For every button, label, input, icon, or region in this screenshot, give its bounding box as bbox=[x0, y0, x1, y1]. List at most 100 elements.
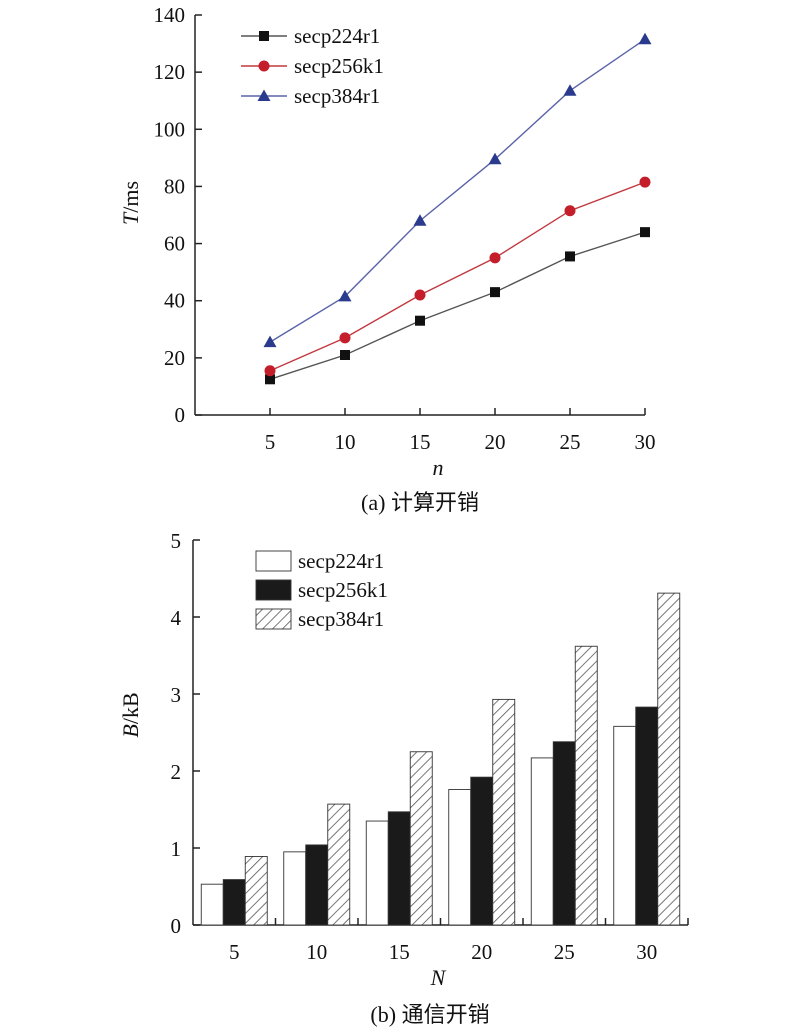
y-tick-label: 0 bbox=[171, 914, 182, 938]
series-secp224r1 bbox=[265, 227, 650, 385]
data-point bbox=[564, 205, 576, 217]
y-tick-label: 120 bbox=[154, 60, 186, 84]
caption-b: (b) 通信开销 bbox=[370, 1002, 489, 1027]
x-tick-label: 25 bbox=[554, 940, 575, 964]
x-ticks: 5 10 15 20 25 30 bbox=[265, 408, 656, 454]
bar bbox=[222, 879, 246, 926]
x-tick-label: 15 bbox=[410, 430, 431, 454]
series-group bbox=[263, 32, 652, 385]
y-axis-var: B bbox=[118, 724, 143, 737]
legend-marker bbox=[258, 60, 270, 72]
data-point bbox=[565, 251, 575, 262]
y-tick-label: 140 bbox=[154, 3, 186, 27]
bar bbox=[327, 803, 351, 926]
x-axis-label: N bbox=[430, 965, 447, 990]
bar bbox=[244, 856, 268, 926]
legend-label: secp224r1 bbox=[298, 549, 384, 573]
x-tick-label: 20 bbox=[485, 430, 506, 454]
legend-label: secp256k1 bbox=[294, 54, 384, 78]
y-axis-label: B/kB bbox=[118, 692, 143, 737]
series-line bbox=[269, 231, 646, 380]
y-tick-label: 0 bbox=[175, 403, 186, 427]
data-point bbox=[640, 227, 650, 238]
data-point bbox=[340, 350, 350, 360]
data-point bbox=[413, 214, 427, 226]
y-ticks: 0 20 40 60 80 100 120 140 bbox=[154, 3, 202, 427]
y-tick-label: 1 bbox=[171, 837, 182, 861]
series-secp384r1 bbox=[244, 592, 681, 926]
y-axis-unit: /ms bbox=[118, 181, 143, 213]
y-tick-label: 4 bbox=[171, 606, 182, 630]
y-ticks: 0 1 2 3 4 5 bbox=[171, 529, 200, 938]
caption-a: (a) 计算开销 bbox=[361, 490, 479, 515]
y-tick-label: 60 bbox=[164, 232, 185, 256]
bar bbox=[613, 725, 637, 926]
data-point bbox=[415, 315, 425, 326]
data-point bbox=[265, 374, 275, 385]
x-tick-label: 30 bbox=[635, 430, 656, 454]
series-secp384r1 bbox=[263, 32, 652, 348]
x-tick-label: 20 bbox=[471, 940, 492, 964]
y-tick-label: 40 bbox=[164, 289, 185, 313]
bar bbox=[200, 883, 224, 926]
series-secp256k1 bbox=[264, 176, 651, 377]
y-axis-label: T/ms bbox=[118, 181, 143, 225]
data-point bbox=[489, 252, 501, 264]
series-secp256k1 bbox=[222, 706, 659, 926]
data-point bbox=[414, 289, 426, 301]
x-tick-label: 25 bbox=[560, 430, 581, 454]
legend-swatch bbox=[255, 608, 292, 630]
series-line bbox=[269, 181, 646, 372]
legend-label: secp384r1 bbox=[298, 607, 384, 631]
y-tick-label: 100 bbox=[154, 117, 186, 141]
x-axis-label: n bbox=[433, 455, 444, 480]
data-point bbox=[488, 152, 502, 165]
bar bbox=[635, 706, 659, 926]
x-tick-label: 15 bbox=[389, 940, 410, 964]
x-tick-label: 10 bbox=[306, 940, 327, 964]
y-tick-label: 20 bbox=[164, 346, 185, 370]
y-axis-var: T bbox=[118, 211, 143, 225]
data-point bbox=[339, 332, 351, 344]
legend: secp224r1 secp256k1 secp384r1 bbox=[241, 24, 384, 108]
legend-label: secp256k1 bbox=[298, 578, 388, 602]
bar bbox=[448, 789, 472, 926]
x-tick-label: 5 bbox=[265, 430, 276, 454]
y-tick-label: 80 bbox=[164, 174, 185, 198]
x-tick-label: 10 bbox=[335, 430, 356, 454]
bars-group bbox=[200, 592, 681, 926]
bar bbox=[470, 776, 494, 926]
y-tick-label: 3 bbox=[171, 683, 182, 707]
y-axis-unit: /kB bbox=[118, 692, 143, 724]
legend-marker bbox=[257, 89, 271, 101]
legend-label: secp384r1 bbox=[294, 84, 380, 108]
series-line bbox=[269, 38, 646, 343]
bar bbox=[409, 751, 433, 926]
data-point bbox=[563, 84, 577, 96]
data-point bbox=[639, 176, 651, 188]
bar bbox=[387, 811, 411, 926]
computation-cost-chart: 0 20 40 60 80 100 120 140 5 10 15 20 25 30 T/ms n se… bbox=[118, 3, 656, 515]
data-point bbox=[638, 32, 652, 45]
x-tick-label: 30 bbox=[636, 940, 657, 964]
legend-marker bbox=[259, 31, 269, 41]
data-point bbox=[338, 289, 352, 302]
legend: secp224r1 secp256k1 secp384r1 bbox=[255, 549, 388, 631]
bar bbox=[530, 757, 554, 926]
data-point bbox=[264, 365, 276, 377]
bar bbox=[305, 844, 329, 926]
bar bbox=[365, 820, 389, 926]
y-tick-label: 5 bbox=[171, 529, 182, 553]
bar bbox=[492, 698, 516, 926]
legend-label: secp224r1 bbox=[294, 24, 380, 48]
y-tick-label: 2 bbox=[171, 760, 182, 784]
data-point bbox=[490, 287, 500, 298]
bar bbox=[574, 645, 598, 926]
bar bbox=[552, 741, 576, 926]
data-point bbox=[263, 335, 277, 348]
legend-swatch bbox=[255, 550, 292, 572]
x-tick-label: 5 bbox=[229, 940, 240, 964]
x-ticks: 5 10 15 20 25 30 bbox=[229, 918, 689, 964]
